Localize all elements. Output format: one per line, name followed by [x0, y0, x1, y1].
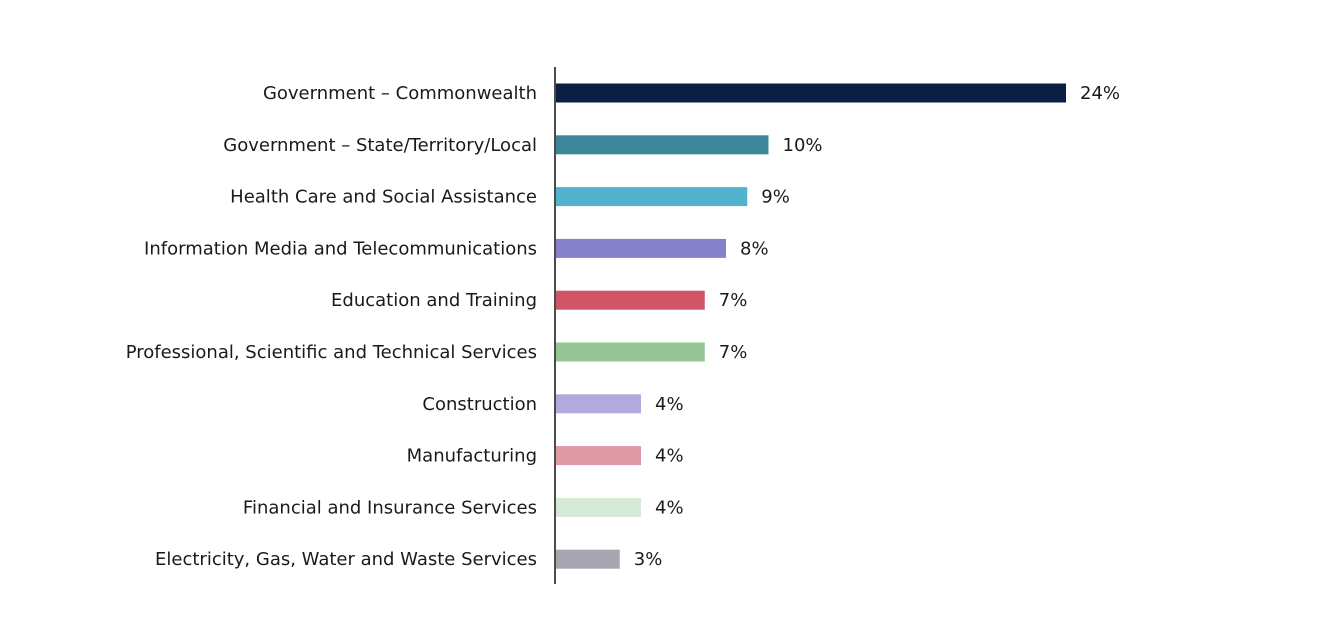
category-label: Government – Commonwealth [263, 83, 537, 104]
data-label: 10% [783, 135, 823, 156]
bar [556, 238, 726, 258]
bar [556, 187, 748, 207]
data-label: 24% [1080, 83, 1120, 104]
data-label: 9% [761, 187, 790, 208]
category-label: Information Media and Telecommunications [144, 238, 537, 259]
category-label: Health Care and Social Assistance [230, 187, 537, 208]
data-label: 4% [655, 394, 684, 415]
bar [556, 290, 705, 310]
data-label: 4% [655, 446, 684, 467]
category-label: Construction [422, 394, 537, 415]
category-label: Professional, Scientific and Technical S… [126, 342, 537, 363]
category-label: Electricity, Gas, Water and Waste Servic… [155, 549, 537, 570]
bar [556, 342, 705, 362]
data-label: 4% [655, 497, 684, 518]
bar [556, 394, 641, 414]
data-label: 7% [719, 290, 748, 311]
bar [556, 549, 620, 569]
data-label: 3% [634, 549, 663, 570]
category-label: Government – State/Territory/Local [223, 135, 537, 156]
category-label: Education and Training [331, 290, 537, 311]
category-label: Manufacturing [407, 446, 537, 467]
data-label: 8% [740, 238, 769, 259]
category-label: Financial and Insurance Services [243, 497, 537, 518]
bar [556, 83, 1066, 103]
bar [556, 135, 769, 155]
bar [556, 497, 641, 517]
bar [556, 446, 641, 466]
data-label: 7% [719, 342, 748, 363]
